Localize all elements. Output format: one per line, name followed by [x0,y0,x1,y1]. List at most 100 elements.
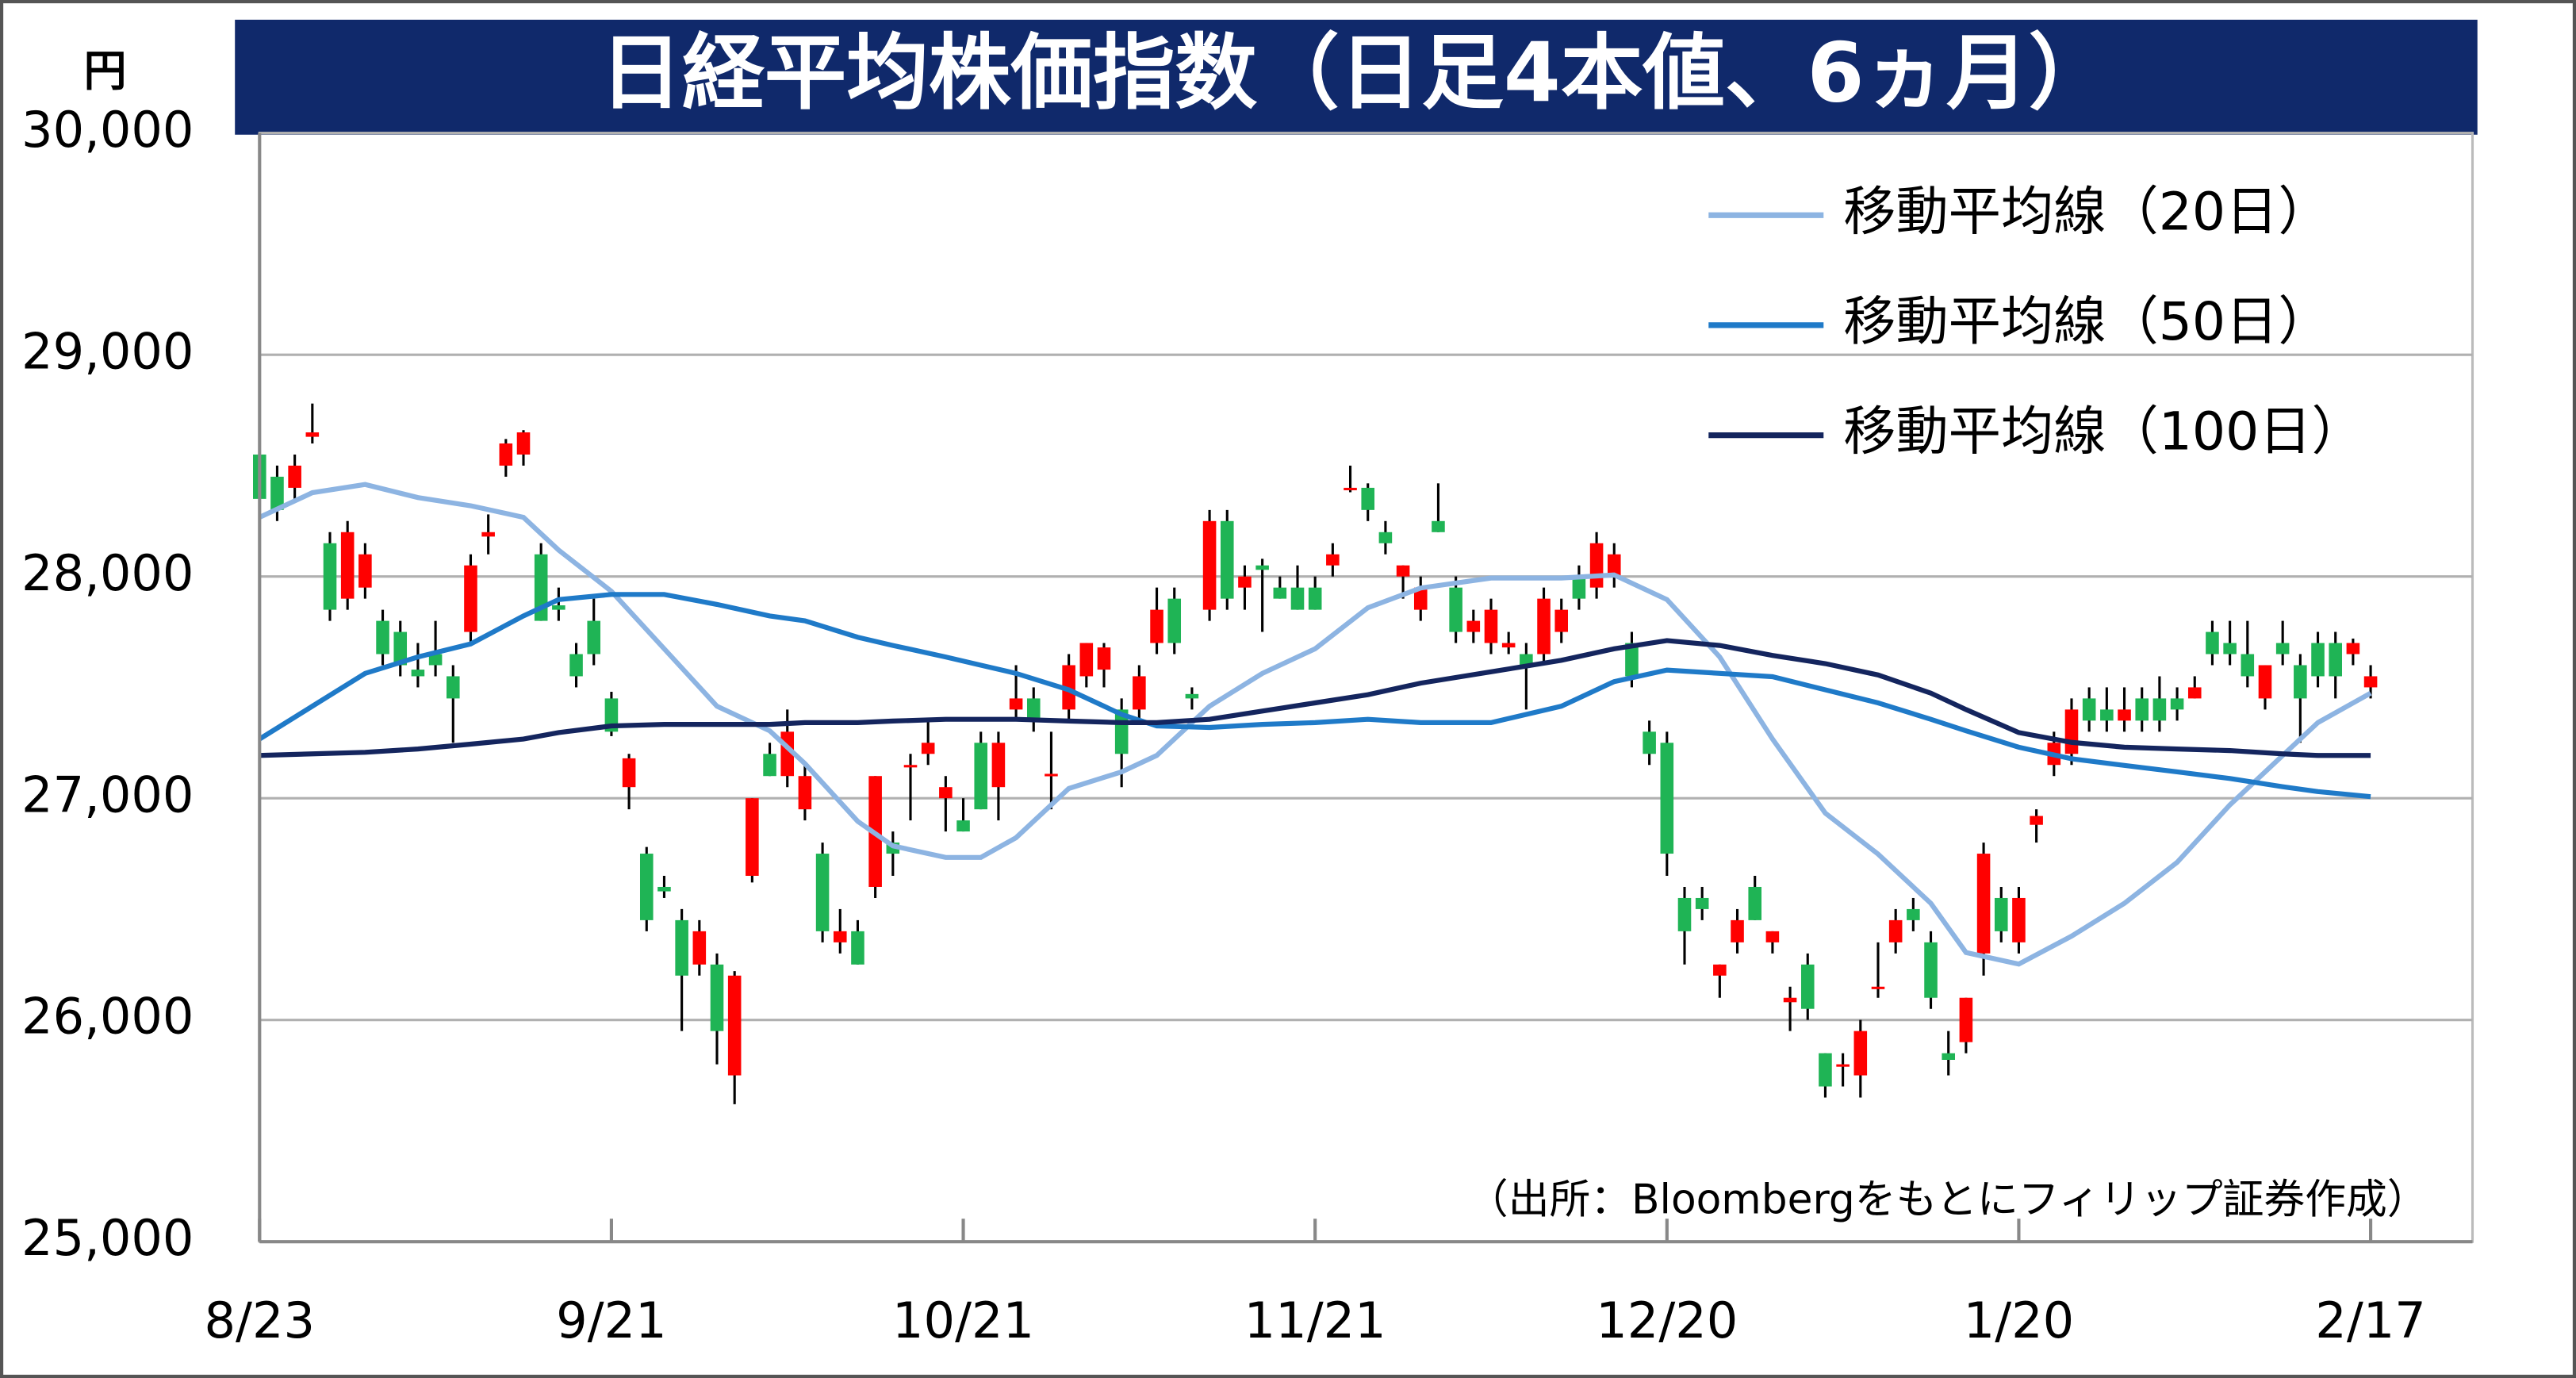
candle-body [1361,487,1375,510]
candle-body [1202,520,1217,610]
candle-body [657,886,671,892]
candle-body [1871,986,1885,989]
candle-body [1765,931,1780,942]
candle-body [2152,698,2167,721]
candle-body [1238,576,1252,588]
candle-body [763,754,776,777]
candle-body [746,798,759,876]
candle-body [305,432,320,437]
candle-body [1045,773,1058,777]
candle-body [2135,698,2149,721]
candle-body [569,654,583,677]
candle-body [1432,520,1445,532]
y-tick-label: 27,000 [21,766,194,823]
candle-body [798,776,812,810]
y-tick-label: 29,000 [21,322,194,380]
y-tick-label: 28,000 [21,544,194,602]
candle-body [1466,620,1481,632]
candle-body [587,620,601,654]
y-tick-label: 25,000 [21,1209,194,1267]
candle-body [1748,886,1762,920]
candle-body [1484,609,1498,643]
candle-body [358,554,372,588]
candle-body [393,631,408,666]
candle-body [710,964,724,1031]
title-bar [235,19,2478,135]
candle-body [1308,587,1322,610]
candle-body [1976,854,1991,954]
legend-label: 移動平均線（50日） [1843,290,2330,352]
candle-body [1255,565,1269,570]
candle-body [1888,919,1903,942]
candle-body [2329,643,2342,677]
x-tick-label: 9/21 [556,1292,667,1349]
candle-body [2064,709,2079,754]
candle-body [1413,587,1428,610]
candle-body [376,620,389,654]
candle-body [1994,897,2008,931]
candle-body [481,532,495,537]
candle-body [833,931,847,942]
candle-body [1713,964,1727,976]
candle-body [1290,587,1305,610]
candle-body [464,565,477,632]
candle-body [2294,665,2307,699]
candle-body [1819,1053,1832,1087]
moving-average-line [258,592,2371,800]
candle-body [1026,698,1041,721]
candle-body [1133,676,1146,710]
candle-body [903,765,918,768]
candle-body [1097,647,1111,670]
candle-body [1378,532,1393,543]
candle-body [1924,942,1938,998]
candle-body [411,670,425,677]
candle-body [1520,654,1533,666]
candle-body [1537,598,1551,654]
x-tick-label: 1/20 [1964,1292,2075,1349]
candle-body [851,931,864,965]
candle-body [1167,598,1182,643]
legend-label: 移動平均線（100日） [1843,401,2364,463]
candle-body [974,743,988,810]
candle-body [675,919,688,976]
candle-body [1643,731,1656,754]
candle-body [1009,698,1023,710]
candle-body [1589,543,1604,588]
moving-average-line [258,482,2372,967]
legend-label: 移動平均線（20日） [1843,180,2330,242]
candle-body [1836,1064,1850,1067]
chart-title: 日経平均株価指数（日足4本値、6ヵ月） [600,26,2111,121]
candle-body [1942,1053,1955,1060]
legend: 移動平均線（20日） 移動平均線（50日） 移動平均線（100日） [1708,180,2364,463]
moving-average-line [259,638,2371,758]
candle-body [2275,643,2290,654]
candle-body [921,743,935,754]
candle-body [991,743,1006,788]
y-unit: 円 [84,46,127,96]
x-tick-label: 8/23 [205,1292,316,1349]
candle-body [270,476,284,510]
candle-body [2100,709,2114,721]
candle-body [622,758,636,788]
candle-body [516,432,531,455]
candle-body [1572,576,1586,599]
candle-body [1607,554,1621,577]
candle-body [1185,693,1199,699]
candle-body [1800,964,1815,1009]
candle-body [1326,554,1340,566]
candle-body [2241,654,2255,677]
candle-body [2258,665,2272,699]
candle-body [1079,643,1094,677]
x-tick-label: 10/21 [892,1292,1034,1349]
candle-body [340,532,355,599]
x-tick-label: 2/17 [2315,1292,2426,1349]
candle-body [1396,565,1410,577]
candle-body [1907,908,1920,920]
candle-body [2346,643,2360,654]
candle-body [2082,698,2096,721]
candle-body [1783,997,1797,1003]
candle-body [1959,997,1973,1042]
candle-body [956,820,970,832]
candle-body [1344,487,1357,490]
